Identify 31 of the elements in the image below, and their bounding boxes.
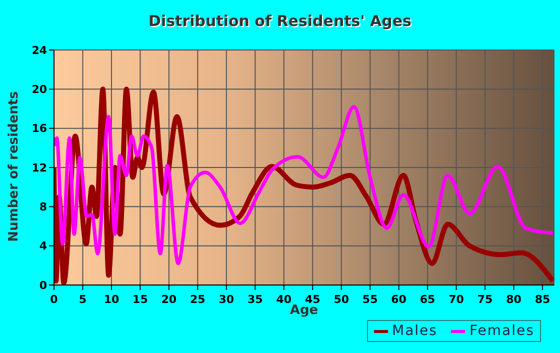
x-tick-label: 10	[104, 292, 120, 306]
x-tick-label: 30	[218, 292, 234, 306]
x-tick-label: 80	[506, 292, 522, 306]
x-tick-label: 50	[334, 292, 350, 306]
y-tick-label: 24	[32, 44, 48, 57]
y-tick-label: 20	[32, 83, 48, 96]
y-tick-label: 12	[32, 161, 47, 174]
x-axis-title: Age	[290, 303, 318, 318]
x-tick-label: 0	[50, 292, 58, 306]
y-tick-label: 8	[39, 200, 47, 214]
x-tick-label: 85	[534, 292, 550, 306]
line-series	[54, 105, 554, 266]
x-tick-label: 35	[247, 292, 263, 306]
x-tick-label: 70	[448, 292, 464, 306]
y-tick-label: 4	[39, 240, 48, 253]
x-tick-label: 15	[132, 292, 148, 306]
x-tick-label: 75	[477, 292, 493, 306]
legend-label: Males	[392, 323, 438, 339]
x-tick-label: 25	[190, 292, 206, 306]
y-tick-label: 0	[39, 278, 48, 292]
y-tick-label: 16	[32, 122, 48, 136]
x-tick-label: 40	[276, 292, 292, 306]
x-tick-label: 60	[391, 292, 407, 306]
x-tick-label: 55	[362, 292, 378, 306]
x-tick-label: 5	[78, 292, 87, 306]
y-axis-title: Number of residents	[6, 90, 22, 244]
x-tick-label: 65	[420, 292, 436, 306]
legend-label: Females	[469, 323, 534, 339]
chart-title: Distribution of Residents' Ages	[148, 12, 412, 30]
x-tick-label: 45	[304, 292, 320, 306]
x-tick-label: 20	[161, 292, 177, 306]
